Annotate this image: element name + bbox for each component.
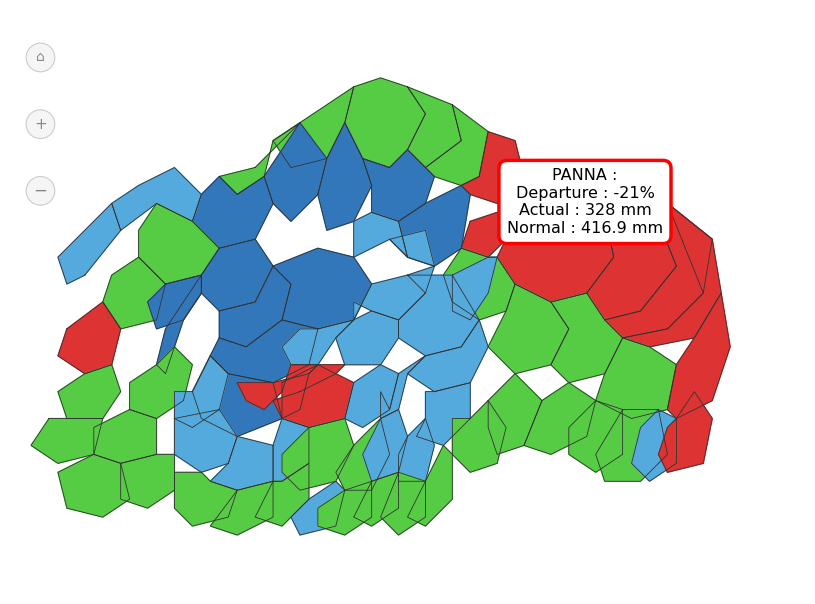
Polygon shape (282, 419, 354, 490)
Text: −: − (33, 182, 47, 200)
Polygon shape (336, 419, 390, 490)
Polygon shape (569, 400, 623, 472)
Polygon shape (425, 105, 488, 185)
Polygon shape (488, 284, 569, 374)
Polygon shape (210, 320, 318, 383)
Polygon shape (210, 481, 273, 535)
Polygon shape (551, 293, 623, 383)
Polygon shape (488, 374, 542, 454)
Polygon shape (497, 176, 614, 302)
Polygon shape (381, 472, 425, 535)
Polygon shape (363, 150, 434, 221)
Text: ⌂: ⌂ (36, 51, 45, 65)
Polygon shape (461, 132, 524, 204)
Circle shape (26, 176, 55, 205)
Polygon shape (264, 123, 327, 221)
Polygon shape (623, 204, 721, 347)
Polygon shape (461, 213, 506, 257)
Polygon shape (112, 167, 201, 230)
Polygon shape (130, 347, 192, 419)
Polygon shape (399, 275, 479, 356)
Polygon shape (219, 266, 291, 347)
Polygon shape (201, 239, 273, 311)
Polygon shape (345, 365, 399, 428)
Polygon shape (596, 338, 676, 419)
Polygon shape (103, 257, 165, 329)
Polygon shape (659, 391, 712, 472)
Polygon shape (399, 185, 470, 266)
Polygon shape (354, 266, 434, 320)
Polygon shape (282, 365, 354, 428)
Polygon shape (408, 445, 452, 526)
Polygon shape (408, 320, 488, 391)
Polygon shape (408, 87, 461, 167)
Polygon shape (156, 275, 201, 374)
Circle shape (26, 43, 55, 72)
Polygon shape (416, 383, 470, 445)
Polygon shape (569, 185, 676, 320)
Text: PANNA :
Departure : -21%
Actual : 328 mm
Normal : 416.9 mm: PANNA : Departure : -21% Actual : 328 mm… (507, 169, 663, 236)
Polygon shape (219, 123, 300, 194)
Polygon shape (94, 410, 156, 463)
Polygon shape (345, 78, 425, 167)
Polygon shape (174, 472, 237, 526)
Polygon shape (524, 383, 596, 454)
Polygon shape (58, 302, 121, 374)
Polygon shape (318, 481, 372, 535)
Polygon shape (291, 481, 345, 535)
Polygon shape (273, 248, 372, 329)
Polygon shape (443, 248, 515, 320)
Polygon shape (273, 419, 309, 481)
Polygon shape (174, 410, 237, 472)
Polygon shape (237, 365, 318, 410)
Polygon shape (452, 257, 497, 320)
Polygon shape (354, 213, 408, 257)
Polygon shape (58, 204, 121, 284)
Polygon shape (605, 194, 712, 338)
Polygon shape (381, 356, 425, 419)
Polygon shape (192, 356, 282, 437)
Polygon shape (318, 123, 372, 230)
Polygon shape (255, 463, 309, 526)
Polygon shape (667, 293, 730, 419)
Polygon shape (273, 365, 345, 419)
Polygon shape (148, 275, 201, 329)
Polygon shape (31, 419, 103, 463)
Polygon shape (282, 320, 354, 365)
Polygon shape (390, 230, 434, 266)
Polygon shape (121, 454, 174, 508)
Polygon shape (363, 410, 408, 481)
Polygon shape (452, 400, 506, 472)
Polygon shape (399, 419, 434, 481)
Polygon shape (174, 356, 228, 428)
Polygon shape (336, 311, 399, 365)
Polygon shape (192, 176, 273, 248)
Polygon shape (210, 437, 273, 490)
Text: +: + (34, 117, 46, 132)
Polygon shape (58, 365, 121, 419)
Polygon shape (139, 204, 219, 284)
Polygon shape (596, 410, 667, 481)
Circle shape (26, 110, 55, 138)
Polygon shape (273, 87, 354, 167)
Polygon shape (632, 410, 676, 481)
Polygon shape (58, 454, 130, 517)
Polygon shape (354, 472, 399, 526)
